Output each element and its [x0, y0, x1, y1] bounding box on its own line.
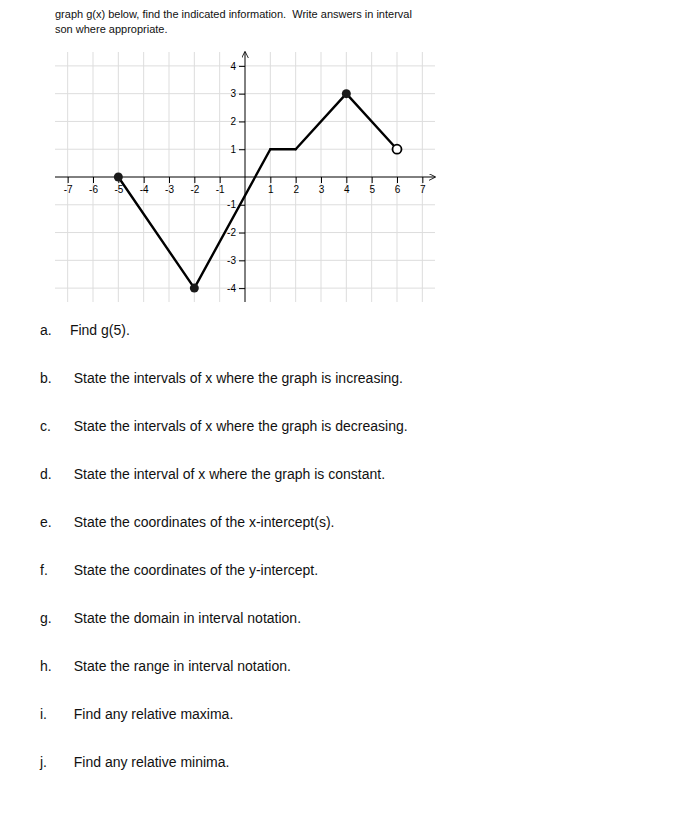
- question-label: a.: [40, 322, 52, 338]
- tick: -4: [227, 283, 245, 294]
- tick-label: -2: [190, 184, 199, 195]
- tick-label: 7: [420, 184, 426, 195]
- tick-label: 1: [268, 184, 274, 195]
- question-label: d.: [40, 466, 52, 482]
- question-text: Find any relative maxima.: [66, 706, 233, 722]
- tick-mark: [372, 177, 373, 183]
- tick-label: -3: [227, 255, 236, 266]
- tick-mark: [239, 121, 245, 122]
- graph-segment: [118, 177, 194, 288]
- open-dot: [393, 145, 402, 154]
- question-text: State the coordinates of the x-intercept…: [66, 514, 334, 530]
- tick: -2: [190, 177, 199, 195]
- axis-line: [245, 52, 246, 302]
- tick-mark: [239, 66, 245, 67]
- tick-mark: [144, 177, 145, 183]
- tick-label: 5: [369, 184, 375, 195]
- question-label: j.: [39, 754, 47, 770]
- tick-mark: [321, 177, 322, 183]
- tick: -4: [140, 177, 149, 195]
- tick: -7: [64, 177, 73, 195]
- question-label: h.: [40, 658, 52, 674]
- tick: -1: [216, 177, 225, 195]
- tick-label: 4: [230, 61, 236, 72]
- tick: 6: [395, 177, 401, 195]
- tick-label: 3: [319, 184, 325, 195]
- question-label: i.: [40, 706, 47, 722]
- questions: a. Find g(5). b. State the intervals of x…: [39, 322, 408, 770]
- tick-label: 4: [344, 184, 350, 195]
- tick-label: 2: [230, 116, 236, 127]
- subtitle: son where appropriate.: [55, 23, 168, 35]
- y-axis: -4 -3 -2 -1 1 2 3 4: [227, 52, 245, 302]
- tick-label: -5: [114, 184, 123, 195]
- grid: [55, 52, 435, 302]
- tick: 4: [344, 177, 350, 195]
- graph-segment: [194, 149, 270, 288]
- tick-mark: [239, 260, 245, 261]
- tick-mark: [239, 233, 245, 234]
- tick-label: -4: [227, 283, 236, 294]
- question-label: c.: [40, 418, 51, 434]
- tick-label: 3: [230, 88, 236, 99]
- question-text: State the domain in interval notation.: [66, 610, 301, 626]
- tick-mark: [239, 94, 245, 95]
- question-text: State the coordinates of the y-intercept…: [66, 562, 318, 578]
- tick-mark: [220, 177, 221, 183]
- question-text: State the range in interval notation.: [66, 658, 291, 674]
- question-label: f.: [40, 562, 48, 578]
- tick-mark: [68, 177, 69, 183]
- tick-label: -1: [227, 199, 236, 210]
- filled-dot: [190, 284, 199, 293]
- tick-label: 2: [293, 184, 299, 195]
- tick-mark: [270, 177, 271, 183]
- filled-dot: [342, 89, 351, 98]
- question-label: g.: [40, 610, 52, 626]
- chart: graph g(x) below, find the indicated inf…: [0, 0, 694, 836]
- tick: -2: [227, 227, 245, 238]
- tick: -6: [89, 177, 98, 195]
- question-text: State the intervals of x where the graph…: [66, 418, 408, 434]
- tick-label: -2: [227, 227, 236, 238]
- tick: 7: [420, 177, 426, 195]
- tick: -3: [227, 255, 245, 266]
- tick: 3: [230, 88, 245, 99]
- graph-segment: [270, 148, 295, 150]
- question-text: Find any relative minima.: [66, 754, 229, 770]
- title: graph g(x) below, find the indicated inf…: [55, 8, 412, 20]
- question-text: State the interval of x where the graph …: [66, 466, 385, 482]
- tick-mark: [93, 177, 94, 183]
- tick: -3: [165, 177, 174, 195]
- tick-label: 6: [395, 184, 401, 195]
- question-label: e.: [40, 514, 52, 530]
- tick: 3: [319, 177, 325, 195]
- tick-mark: [239, 288, 245, 289]
- question-text: Find g(5).: [66, 322, 130, 338]
- tick: 1: [268, 177, 274, 195]
- tick: 1: [230, 144, 245, 155]
- filled-dot: [114, 173, 123, 182]
- tick: 2: [293, 177, 299, 195]
- tick: 5: [369, 177, 375, 195]
- tick-label: -4: [140, 184, 149, 195]
- graph-segment: [346, 94, 397, 150]
- graph-segment: [296, 94, 347, 150]
- tick: 4: [230, 61, 245, 72]
- question-text: State the intervals of x where the graph…: [66, 370, 403, 386]
- tick-label: -3: [165, 184, 174, 195]
- tick-mark: [397, 177, 398, 183]
- tick-label: 1: [230, 144, 236, 155]
- question-label: b.: [40, 370, 52, 386]
- tick: 2: [230, 116, 245, 127]
- tick-mark: [346, 177, 347, 183]
- tick-mark: [239, 149, 245, 150]
- tick-mark: [169, 177, 170, 183]
- tick-label: -1: [216, 184, 225, 195]
- tick-mark: [194, 177, 195, 183]
- tick-mark: [296, 177, 297, 183]
- marks: [114, 89, 402, 292]
- tick-mark: [422, 177, 423, 183]
- tick-label: -6: [89, 184, 98, 195]
- tick-label: -7: [64, 184, 73, 195]
